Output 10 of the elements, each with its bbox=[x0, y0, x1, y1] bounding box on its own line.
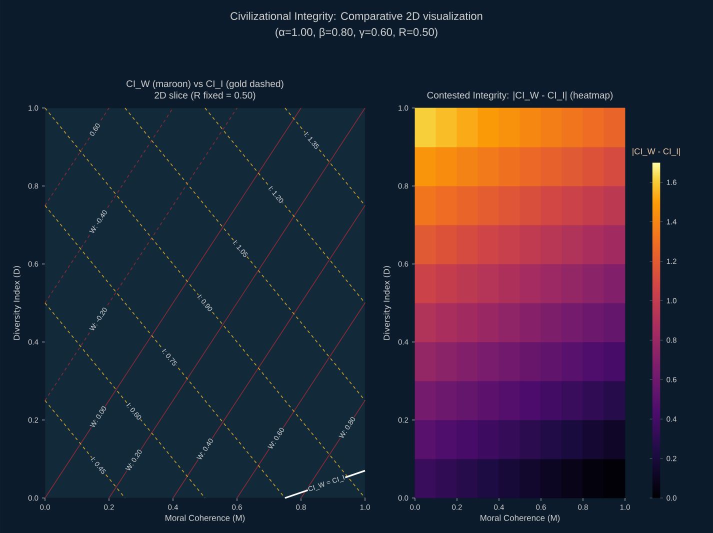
y-axis-title: Diversity Index (D) bbox=[13, 266, 22, 340]
text: Civilizational Integrity: Comparative 2D visualization bbox=[230, 12, 482, 22]
chart-title: Contested Integrity: |CI_W - CI_I| (heatmap) bbox=[427, 92, 613, 100]
x-axis-title: Moral Coherence (M) bbox=[166, 514, 245, 523]
chart-title: CI_W (maroon) vs CI_I (gold dashed) bbox=[126, 80, 284, 89]
y-axis-title: Diversity Index (D) bbox=[383, 266, 392, 340]
chart-subtitle: 2D slice (R fixed = 0.50) bbox=[154, 92, 256, 100]
color-bar-title: |CI_W - CI_I| bbox=[632, 148, 680, 156]
text: (α=1.00, β=0.80, γ=0.60, R=0.50) bbox=[276, 28, 438, 38]
x-axis-title: Moral Coherence (M) bbox=[480, 514, 560, 523]
